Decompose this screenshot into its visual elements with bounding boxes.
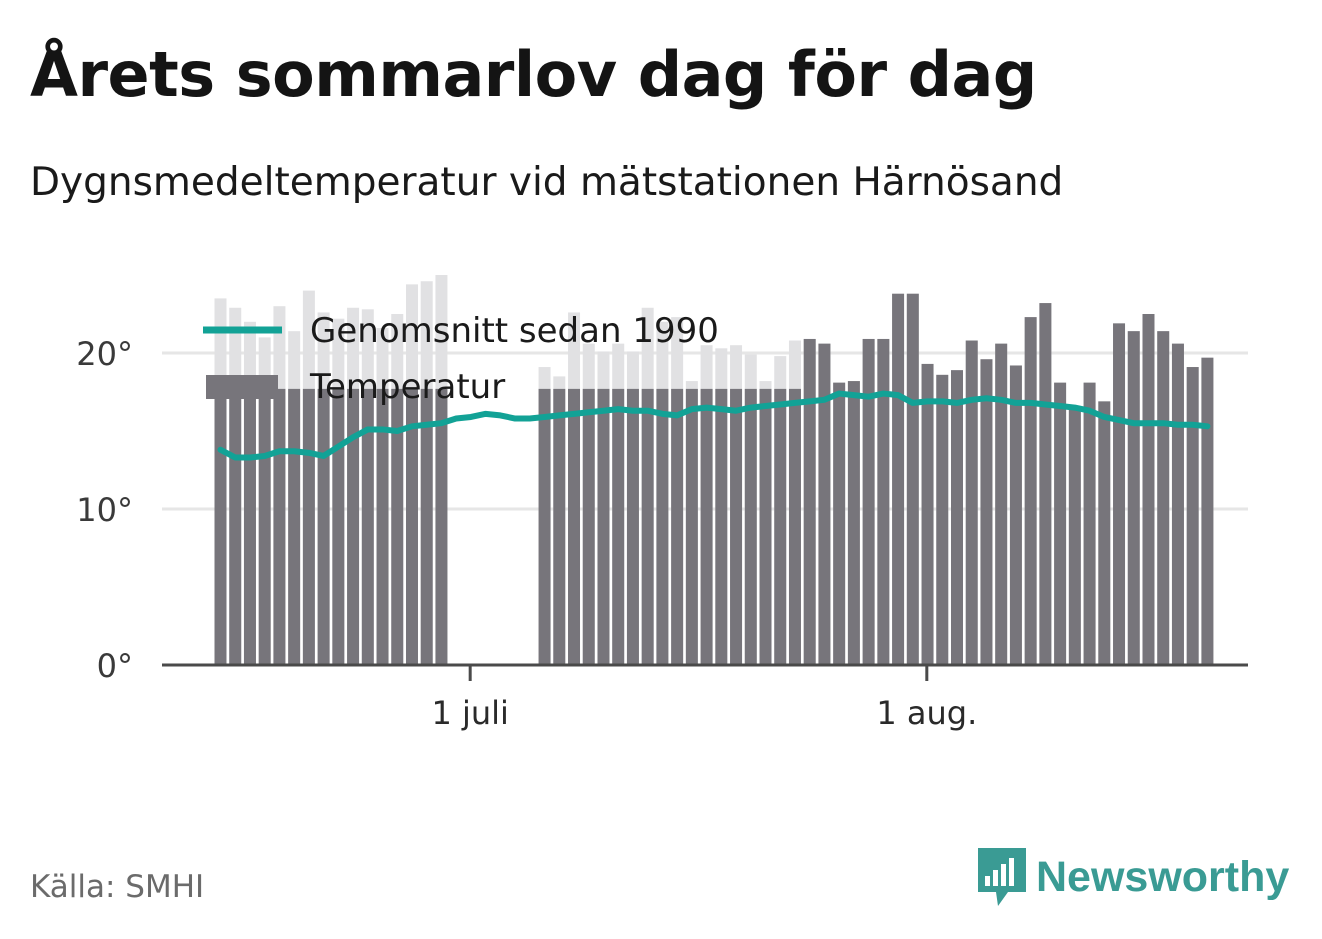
- y-tick-label: 10°: [76, 491, 133, 529]
- bar-series: [214, 275, 1214, 665]
- bar: [214, 388, 227, 665]
- bar: [288, 388, 301, 665]
- bar: [847, 381, 860, 665]
- bar: [582, 388, 595, 665]
- brand-name: Newsworthy: [1036, 852, 1290, 901]
- bar: [391, 388, 404, 665]
- bar: [1024, 317, 1037, 665]
- bar: [744, 388, 757, 665]
- bar: [1186, 367, 1199, 665]
- line-series: [217, 390, 1211, 461]
- brand-logo: Newsworthy: [978, 848, 1289, 906]
- bar: [302, 388, 315, 665]
- legend-bar-swatch: [206, 375, 278, 399]
- bar: [788, 388, 801, 665]
- legend-label-average: Genomsnitt sedan 1990: [310, 311, 719, 351]
- bar: [317, 388, 330, 665]
- bar: [906, 293, 919, 665]
- bar: [685, 388, 698, 665]
- bar: [671, 388, 684, 665]
- average-line: [217, 390, 1211, 461]
- bar: [833, 382, 846, 665]
- bar: [243, 388, 256, 665]
- bar: [980, 359, 993, 665]
- bar: [612, 388, 625, 665]
- bar: [774, 388, 787, 665]
- bar: [1127, 331, 1140, 665]
- bar: [877, 338, 890, 665]
- bar: [759, 388, 772, 665]
- bar: [803, 338, 816, 665]
- bar-chart-speech-bubble-icon: [978, 848, 1026, 906]
- legend-label-temperature: Temperatur: [309, 367, 505, 407]
- bar: [656, 388, 669, 665]
- x-tick-label: 1 aug.: [876, 694, 977, 732]
- bar: [568, 388, 581, 665]
- bar: [1083, 382, 1096, 665]
- bar: [420, 388, 433, 665]
- bar: [818, 343, 831, 665]
- axes: 0° 10° 20° 1 juli 1 aug.: [76, 335, 1248, 732]
- bar: [715, 388, 728, 665]
- bar: [1201, 357, 1214, 665]
- bar: [1157, 331, 1170, 665]
- bar: [626, 388, 639, 665]
- bar: [995, 343, 1008, 665]
- bar: [1113, 323, 1126, 665]
- y-tick-label: 0°: [97, 647, 133, 685]
- bar: [376, 388, 389, 665]
- x-tick-label: 1 juli: [431, 694, 508, 732]
- bar: [892, 293, 905, 665]
- bar: [332, 388, 345, 665]
- bar: [641, 388, 654, 665]
- bar: [951, 370, 963, 665]
- y-tick-label: 20°: [76, 335, 133, 373]
- bar: [1054, 382, 1067, 665]
- bar: [538, 388, 551, 665]
- bar: [347, 388, 360, 665]
- bar: [435, 388, 448, 665]
- bar: [361, 388, 374, 665]
- bar: [700, 388, 713, 665]
- bar: [553, 388, 566, 665]
- bar: [273, 388, 286, 665]
- bar: [921, 363, 934, 665]
- bar: [936, 374, 949, 665]
- bar: [1098, 401, 1111, 665]
- legend: Genomsnitt sedan 1990 Temperatur: [203, 311, 719, 407]
- bar: [1068, 406, 1081, 665]
- bar: [405, 388, 418, 665]
- bar: [862, 338, 875, 665]
- bar: [597, 388, 610, 665]
- bar: [258, 388, 271, 665]
- bar: [229, 388, 242, 665]
- bar: [730, 388, 743, 665]
- bar: [1009, 365, 1022, 665]
- source-note: Källa: SMHI: [30, 869, 205, 905]
- bar: [965, 340, 978, 665]
- chart-title: Årets sommarlov dag för dag: [30, 38, 1037, 111]
- bar: [1142, 314, 1155, 665]
- bar: [1039, 303, 1052, 665]
- bar: [1171, 343, 1184, 665]
- chart-subtitle: Dygnsmedeltemperatur vid mätstationen Hä…: [30, 160, 1064, 205]
